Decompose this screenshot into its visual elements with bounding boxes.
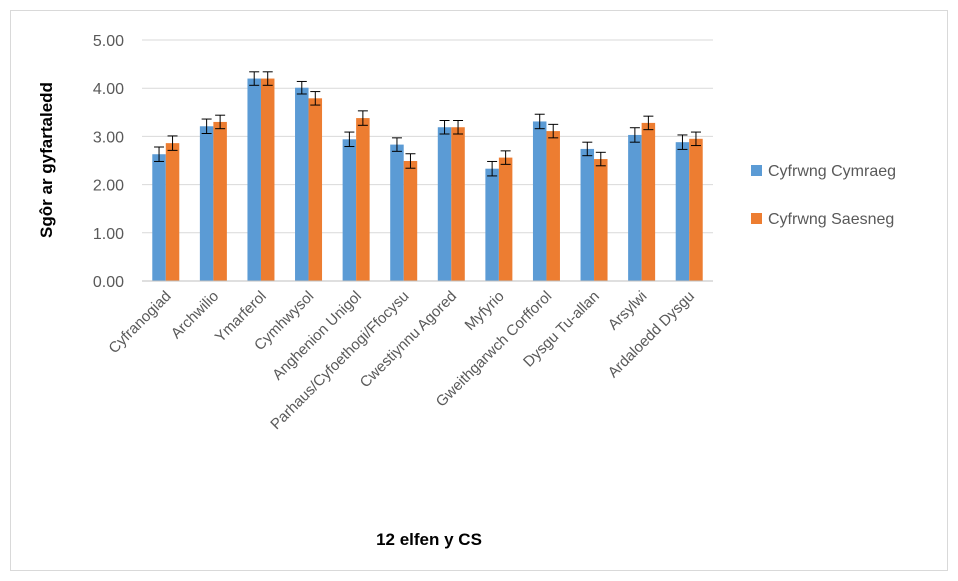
y-tick-label: 3.00 (93, 129, 124, 146)
legend-label: Cyfrwng Cymraeg (768, 163, 896, 180)
y-axis-title: Sgôr ar gyfartaledd (37, 82, 56, 238)
bar-cymraeg (485, 168, 499, 281)
x-category-label: Anghenion Unigol (269, 288, 365, 384)
bar-cymraeg (437, 127, 452, 281)
bar-cymraeg (628, 134, 642, 281)
y-axis-ticks: 0.00 1.00 2.00 3.00 4.00 5.00 (93, 33, 124, 291)
x-axis-category-labels: CyfranogiadArchwilioYmarferolCymhwysolAn… (105, 288, 698, 433)
bar-saesneg (498, 157, 513, 281)
bar-saesneg (165, 143, 180, 281)
y-tick-label: 5.00 (93, 33, 124, 50)
bar-saesneg (641, 122, 656, 282)
x-axis-title: 12 elfen y CS (376, 530, 482, 549)
bar-cymraeg (390, 144, 404, 281)
legend-swatch (751, 165, 762, 176)
gridlines (142, 39, 713, 234)
y-tick-label: 2.00 (93, 178, 124, 195)
x-category-label: Cyfranogiad (105, 288, 174, 357)
bar-saesneg (403, 160, 418, 281)
bar-saesneg (213, 121, 227, 281)
legend: Cyfrwng Cymraeg Cyfrwng Saesneg (751, 163, 896, 228)
bar-cymraeg (295, 87, 309, 281)
legend-label: Cyfrwng Saesneg (768, 211, 894, 228)
bar-saesneg (689, 138, 703, 281)
x-category-label: Myfyrio (461, 288, 507, 334)
bar-cymraeg (580, 148, 595, 281)
bar-cymraeg (199, 126, 214, 281)
bar-cymraeg (675, 142, 690, 281)
legend-swatch (751, 213, 762, 224)
error-bars (154, 71, 701, 177)
bar-saesneg (546, 131, 560, 281)
bar-saesneg (356, 118, 370, 281)
bar-cymraeg (152, 154, 166, 281)
bar-saesneg (451, 127, 465, 281)
y-tick-label: 1.00 (93, 226, 124, 243)
bars (152, 78, 703, 282)
x-category-label: Ardaloedd Dysgu (605, 288, 698, 381)
bar-cymraeg (342, 139, 357, 281)
chart-frame (10, 10, 948, 571)
bar-cymraeg (532, 121, 547, 281)
y-tick-label: 4.00 (93, 81, 124, 98)
x-category-label: Arsylwi (605, 288, 651, 334)
bar-saesneg (260, 78, 275, 281)
y-tick-label: 0.00 (93, 274, 124, 291)
bar-saesneg (594, 159, 608, 281)
bar-saesneg (308, 98, 323, 282)
bar-cymraeg (247, 78, 261, 281)
